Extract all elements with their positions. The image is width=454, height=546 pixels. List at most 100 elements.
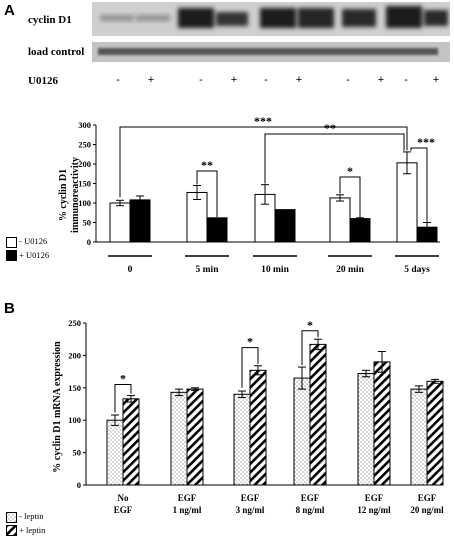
significance-label: * [247, 335, 253, 349]
category-label-line1: EGF [418, 493, 437, 503]
treatment-sign: - [199, 74, 203, 86]
category-label-line1: EGF [365, 493, 384, 503]
y-tick-label: 100 [68, 415, 81, 425]
category-label: 5 days [404, 265, 430, 275]
significance-label: *** [254, 114, 272, 128]
category-label-line2: 20 ng/ml [410, 505, 444, 515]
legend-swatch-dotted [6, 511, 17, 523]
bar [170, 391, 188, 486]
y-tick-label: 0 [87, 237, 91, 247]
bar [129, 199, 151, 243]
significance-bracket [114, 384, 132, 413]
bar [233, 393, 251, 486]
bar [373, 361, 391, 486]
significance-label: * [347, 164, 353, 178]
treatment-sign: + [377, 74, 385, 86]
bar [357, 373, 375, 486]
y-tick-label: 300 [78, 120, 91, 130]
bar [274, 209, 296, 243]
significance-bracket [339, 176, 361, 218]
category-label-line1: EGF [241, 493, 260, 503]
significance-label: ** [201, 158, 213, 172]
significance-label: * [120, 372, 126, 386]
legend-swatch-solid [6, 250, 17, 262]
blot-label-load-control: load control [28, 46, 85, 58]
chart-b-ylabel: % cyclin D1 mRNA expression [52, 341, 63, 473]
significance-bracket [410, 147, 428, 222]
bar [329, 197, 351, 243]
legend-item-plus-leptin: + leptin [6, 525, 45, 537]
chart-b-mrna-expression: % cyclin D1 mRNA expression 0 50 100 150 200… [52, 318, 444, 515]
treatment-sign: - [346, 74, 350, 86]
category-label-line1: No [118, 493, 129, 503]
significance-label: *** [417, 135, 435, 149]
y-tick-label: 200 [78, 159, 91, 169]
bar [186, 388, 204, 486]
treatment-signs-row: - + - + - + - + - + [0, 74, 454, 88]
bar [106, 419, 124, 486]
blot-label-cyclin-d1: cyclin D1 [28, 14, 72, 26]
legend-label: - U0126 [19, 236, 48, 246]
legend-a: - U0126 + U0126 [6, 236, 49, 262]
treatment-sign: + [432, 74, 440, 86]
y-tick-label: 0 [77, 480, 81, 490]
treatment-sign: - [404, 74, 408, 86]
bar [309, 343, 327, 486]
legend-swatch-open [6, 236, 17, 248]
treatment-sign: + [147, 74, 155, 86]
y-tick-label: 150 [68, 383, 81, 393]
treatment-sign: - [116, 74, 120, 86]
bar [109, 202, 131, 243]
y-tick-label: 200 [68, 350, 81, 360]
significance-bracket [119, 126, 408, 198]
y-tick-label: 150 [78, 179, 91, 189]
western-blot-image [92, 2, 450, 62]
category-label-line1: EGF [301, 493, 320, 503]
treatment-sign: + [295, 74, 303, 86]
panel-a-letter: A [4, 2, 15, 19]
treatment-label-u0126: U0126 [28, 75, 58, 87]
significance-label: ** [324, 121, 336, 135]
significance-bracket [301, 330, 319, 366]
y-tick-label: 50 [73, 448, 82, 458]
y-tick-label: 250 [68, 318, 81, 328]
legend-item-minus-leptin: - leptin [6, 511, 45, 523]
chart-a-ylabel-line1: % cyclin D1 [58, 169, 69, 221]
significance-bracket [241, 347, 259, 388]
bar [206, 217, 228, 243]
legend-item-minus-u0126: - U0126 [6, 236, 49, 248]
y-tick-label: 250 [78, 140, 91, 150]
y-tick-label: 50 [83, 218, 92, 228]
category-label: 20 min [336, 265, 364, 275]
bar [349, 218, 371, 243]
category-label: 0 [128, 265, 133, 275]
bar [426, 380, 444, 486]
treatment-sign: - [264, 74, 268, 86]
bar [249, 369, 267, 486]
legend-item-plus-u0126: + U0126 [6, 250, 49, 262]
significance-bracket [196, 170, 218, 218]
bar [410, 388, 428, 486]
bar [122, 398, 140, 486]
bar [396, 162, 418, 243]
legend-label: + U0126 [19, 249, 50, 260]
chart-a-immunoreactivity: % cyclin D1 immunoreactivity 0 50 100 150 20… [58, 114, 440, 275]
category-label-line2: 12 ng/ml [357, 505, 391, 515]
category-label-line2: 3 ng/ml [236, 505, 265, 515]
category-label-line2: 1 ng/ml [173, 505, 202, 515]
panel-b-letter: B [4, 300, 15, 317]
category-label-line2: EGF [114, 505, 133, 515]
legend-label: + leptin [19, 524, 46, 535]
significance-brackets-b: * * * [114, 318, 319, 413]
treatment-sign: + [230, 74, 238, 86]
category-label-line2: 8 ng/ml [296, 505, 325, 515]
significance-label: * [307, 318, 313, 332]
chart-a-ylabel-line2: immunoreactivity [70, 157, 81, 233]
category-label: 5 min [196, 265, 220, 275]
category-label-line1: EGF [178, 493, 197, 503]
y-tick-label: 100 [78, 198, 91, 208]
category-label: 10 min [261, 265, 289, 275]
significance-brackets: *********** [119, 114, 435, 222]
legend-label: - leptin [19, 511, 44, 521]
legend-b: - leptin + leptin [6, 511, 45, 537]
